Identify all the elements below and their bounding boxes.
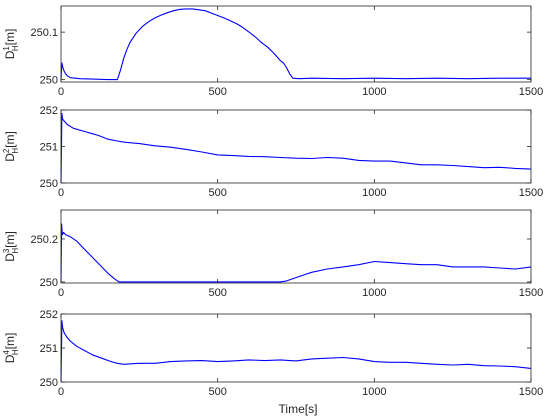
x-tick-label: 1500 [519,386,543,398]
y-tick-label: 250.2 [30,234,58,246]
series-line-1 [60,8,531,81]
x-tick-label: 0 [58,287,64,299]
x-tick-label: 1500 [519,187,543,199]
subplot-3: 0 500 1000 1500 250 250.2 D3H[m] [2,209,543,299]
y-tick-label: 250 [40,277,58,289]
axes-frame [60,5,532,83]
x-tick-label: 500 [208,386,226,398]
y-axis-label-sub: H [11,148,20,154]
y-tick-label: 251 [40,343,58,355]
y-axis-label-sup: 1 [2,46,11,51]
y-axis-label-unit: [m] [3,131,17,148]
y-axis-label-main: D [3,253,17,262]
y-axis-label-main: D [3,50,17,59]
y-tick-label: 250 [40,75,58,87]
y-axis-label-main: D [3,354,17,363]
x-tick-label: 1000 [362,86,386,98]
y-axis-label-sup: 4 [2,350,11,355]
y-axis-label: D2H[m] [2,131,20,162]
subplot-2: 0 500 1000 1500 250 251 252 D2H[m] [2,105,543,199]
subplot-1: 0 500 1000 1500 250 250.1 D1H[m] [2,5,543,98]
y-axis-label-unit: [m] [3,231,17,248]
y-tick-label: 252 [40,105,58,117]
x-tick-label: 1500 [519,287,543,299]
subplot-4: 0 500 1000 1500 250 251 252 D4H[m] [2,309,543,398]
y-tick-label: 250 [40,377,58,389]
x-tick-label: 0 [58,187,64,199]
x-axis-label: Time[s] [279,402,318,416]
y-axis-label-unit: [m] [3,29,17,46]
x-tick-label: 1500 [519,86,543,98]
y-tick-label: 250 [40,178,58,190]
x-tick-label: 0 [58,386,64,398]
y-axis-label-sup: 2 [2,148,11,153]
series-line-2 [60,113,532,184]
y-tick-label: 252 [40,309,58,321]
y-axis-label-sub: H [11,349,20,355]
series-line-3 [60,223,532,283]
x-tick-label: 500 [208,187,226,199]
y-tick-label: 250.1 [30,27,58,39]
x-tick-label: 1000 [362,386,386,398]
x-tick-label: 0 [58,86,64,98]
y-axis-label-sub: H [11,45,20,51]
y-axis-label: D1H[m] [2,29,20,60]
y-axis-label-main: D [3,153,17,162]
y-axis-label: D3H[m] [2,231,20,262]
y-axis-label-unit: [m] [3,333,17,350]
y-axis-label-sup: 3 [2,248,11,253]
series-line-4 [60,320,532,383]
x-tick-label: 1000 [362,187,386,199]
x-tick-label: 1000 [362,287,386,299]
y-axis-label-sub: H [11,248,20,254]
x-tick-label: 500 [208,287,226,299]
y-axis-label: D4H[m] [2,333,20,364]
y-tick-label: 251 [40,142,58,154]
x-tick-label: 500 [208,86,226,98]
axes-frame [60,209,532,284]
